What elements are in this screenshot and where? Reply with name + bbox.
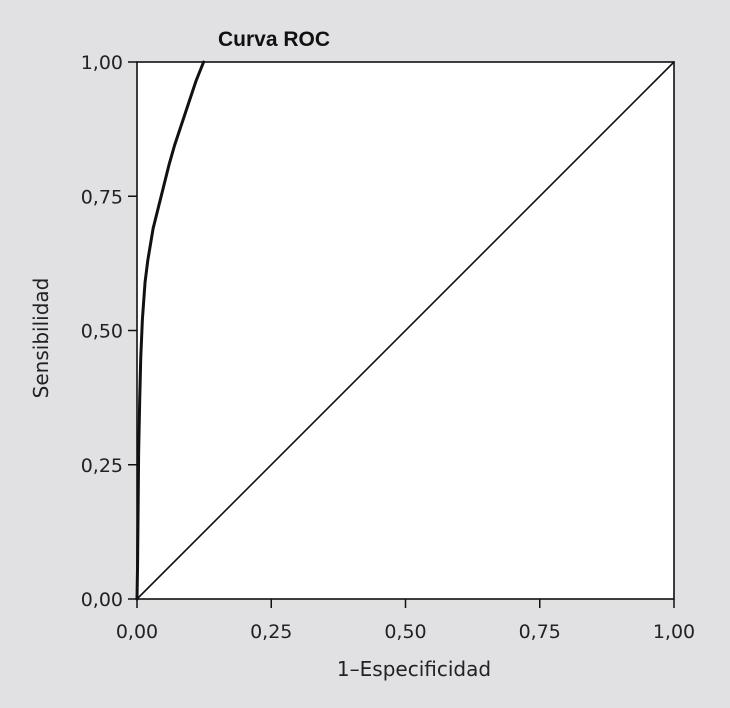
y-axis-ticks: 0,00 0,25 0,50 0,75 1,00	[81, 52, 137, 611]
x-tick-label: 0,75	[519, 621, 561, 643]
roc-curve-line	[135, 60, 206, 601]
x-tick-label: 1,00	[653, 621, 695, 643]
y-tick-label: 0,75	[81, 186, 123, 208]
y-tick-label: 0,25	[81, 455, 123, 477]
chart-title: Curva ROC	[218, 28, 330, 51]
reference-diagonal-line	[136, 61, 675, 600]
y-tick-label: 0,50	[81, 321, 123, 343]
x-tick-label: 0,00	[116, 621, 158, 643]
y-tick-label: 0,00	[81, 589, 123, 611]
y-axis-label: Sensibilidad	[29, 278, 53, 399]
x-axis-label: 1–Especificidad	[337, 657, 491, 681]
x-tick-label: 0,50	[384, 621, 426, 643]
x-tick-label: 0,25	[250, 621, 292, 643]
x-axis-ticks: 0,00 0,25 0,50 0,75 1,00	[116, 599, 695, 643]
series-layer	[135, 60, 675, 601]
y-tick-label: 1,00	[81, 52, 123, 74]
